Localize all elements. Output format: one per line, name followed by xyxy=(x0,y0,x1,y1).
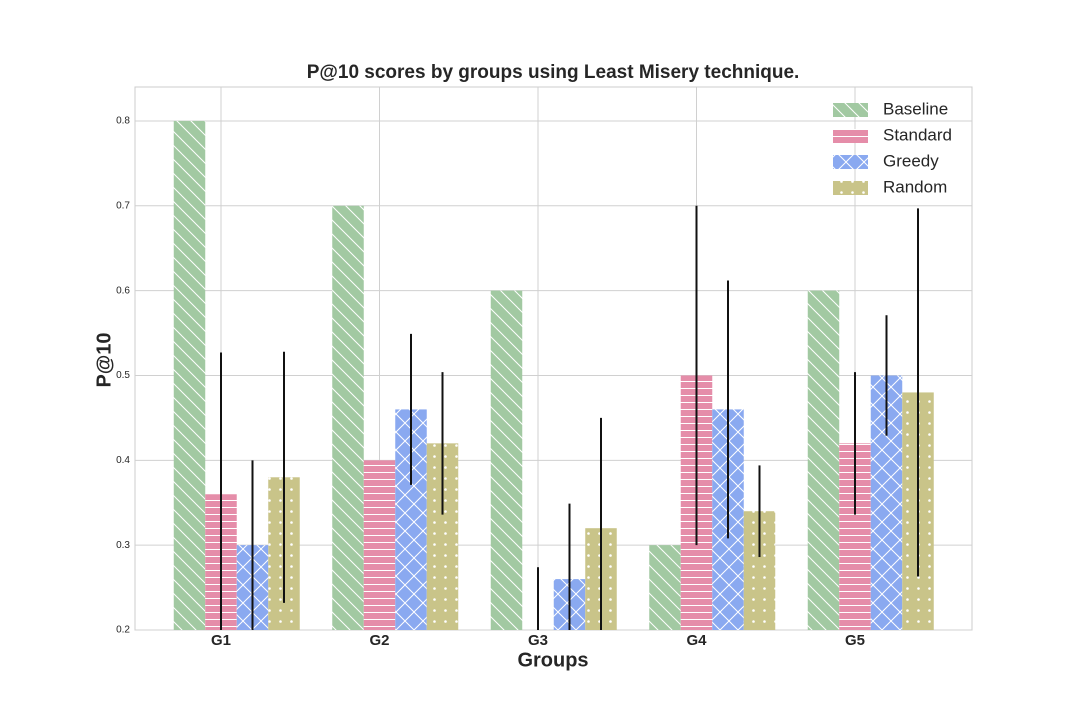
y-tick-label: 0.3 xyxy=(116,540,130,551)
x-tick-label: G4 xyxy=(686,632,707,649)
legend-label: Baseline xyxy=(883,99,948,118)
y-tick-label: 0.6 xyxy=(116,285,130,296)
chart-title: P@10 scores by groups using Least Misery… xyxy=(307,62,800,83)
bar xyxy=(173,120,206,630)
x-tick-label: G3 xyxy=(528,632,548,649)
x-tick-label: G2 xyxy=(369,632,389,649)
legend-swatch xyxy=(833,103,868,117)
legend-swatch xyxy=(833,181,868,195)
legend-label: Standard xyxy=(883,125,952,144)
legend-label: Random xyxy=(883,177,947,196)
y-axis-label: P@10 xyxy=(93,332,115,387)
x-tick-label: G1 xyxy=(211,632,231,649)
x-tick-label: G5 xyxy=(845,632,865,649)
bar xyxy=(490,290,523,630)
legend-swatch xyxy=(833,155,868,169)
bar xyxy=(363,460,396,630)
bar xyxy=(332,205,364,630)
bar xyxy=(649,545,681,630)
bar xyxy=(807,290,840,630)
legend-label: Greedy xyxy=(883,151,939,170)
y-tick-label: 0.8 xyxy=(116,116,130,127)
x-axis-label: Groups xyxy=(517,649,588,671)
legend-swatch xyxy=(833,129,868,143)
y-tick-label: 0.2 xyxy=(116,625,130,636)
y-tick-label: 0.7 xyxy=(116,200,130,211)
y-tick-label: 0.5 xyxy=(116,370,130,381)
y-tick-label: 0.4 xyxy=(116,455,130,466)
